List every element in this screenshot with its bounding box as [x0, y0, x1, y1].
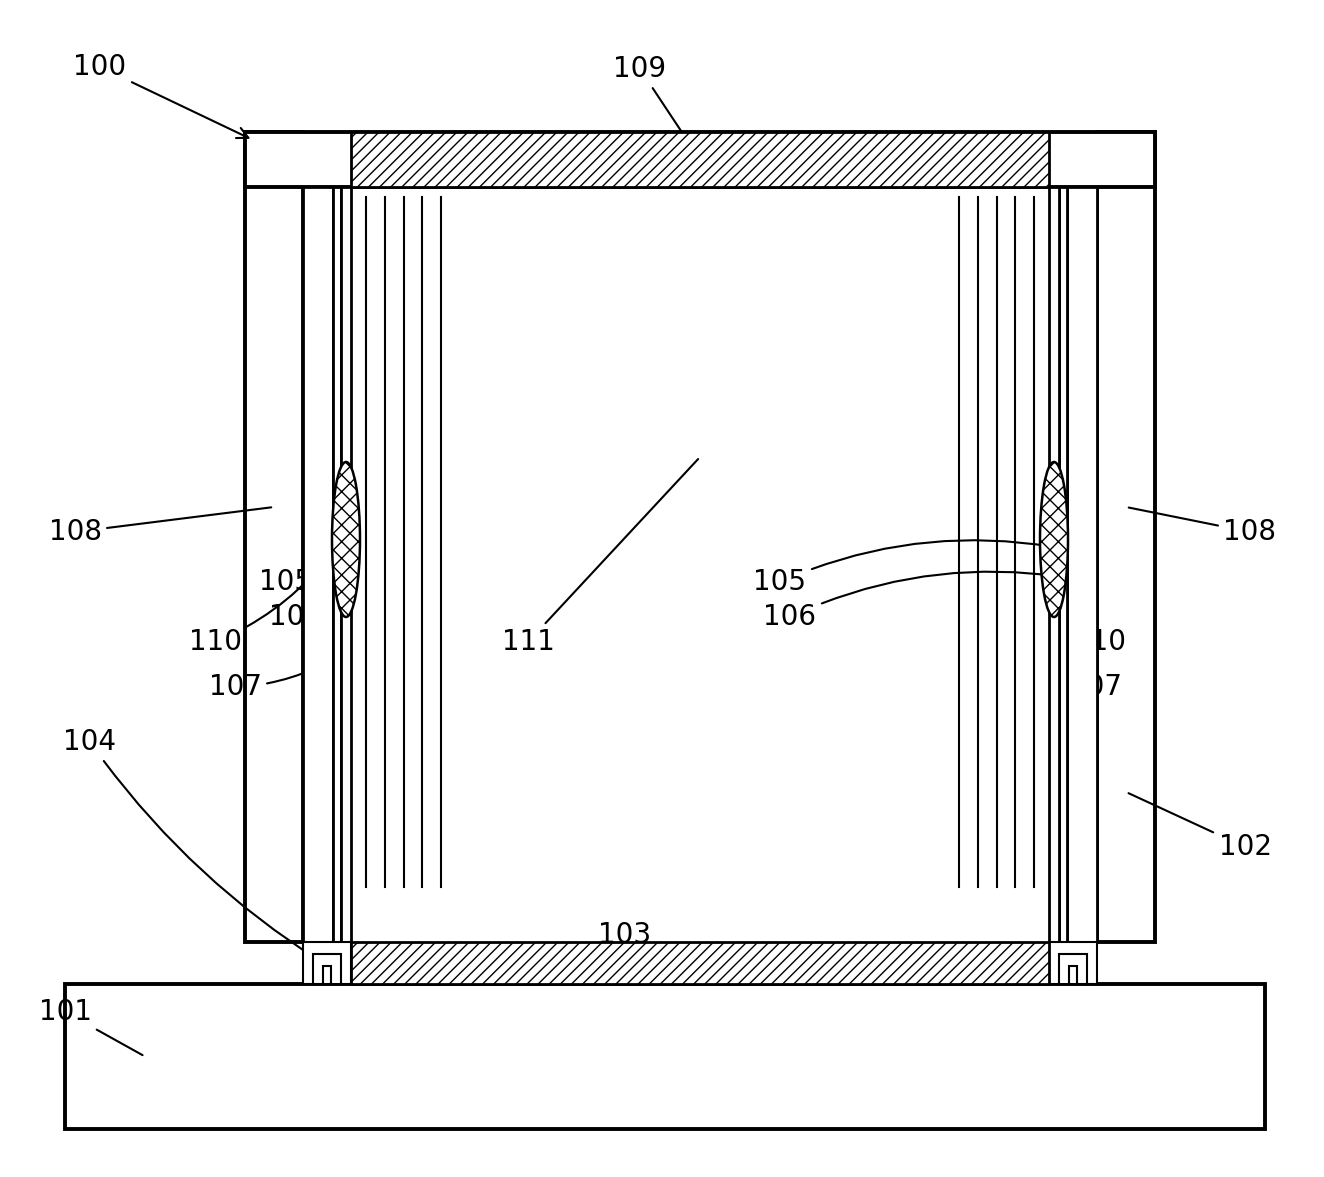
Bar [245, 132, 303, 942]
Text: 109: 109 [613, 55, 699, 158]
Text: 105: 105 [258, 548, 344, 596]
Bar [245, 132, 1155, 187]
Text: 101: 101 [38, 998, 143, 1055]
Bar [1059, 187, 1067, 942]
Text: 107: 107 [1068, 667, 1121, 701]
Ellipse shape [332, 463, 360, 617]
Text: 110: 110 [188, 541, 339, 656]
Bar [1098, 132, 1155, 942]
Text: 108: 108 [49, 507, 271, 546]
Bar [312, 955, 342, 984]
Bar [65, 984, 1264, 1129]
Bar [1067, 187, 1098, 942]
Ellipse shape [1039, 463, 1068, 617]
Bar [351, 942, 1049, 984]
Text: 106: 106 [764, 572, 1061, 631]
Bar [1059, 955, 1087, 984]
Bar [323, 966, 331, 984]
Bar [1049, 187, 1059, 942]
Text: 111: 111 [502, 459, 698, 656]
Text: 105: 105 [753, 540, 1051, 596]
Bar [351, 132, 1049, 187]
Text: 103: 103 [598, 920, 698, 962]
Bar [1068, 966, 1076, 984]
Bar [334, 187, 342, 942]
Bar [303, 942, 351, 984]
Text: 108: 108 [1129, 507, 1276, 546]
Text: 100: 100 [73, 53, 249, 138]
Text: 104: 104 [64, 729, 320, 962]
Text: 107: 107 [208, 669, 315, 701]
Bar [1049, 942, 1098, 984]
Text: 102: 102 [1128, 793, 1271, 862]
Bar [303, 187, 334, 942]
Text: 106: 106 [269, 579, 335, 631]
Text: 110: 110 [1059, 543, 1127, 656]
Bar [342, 187, 351, 942]
